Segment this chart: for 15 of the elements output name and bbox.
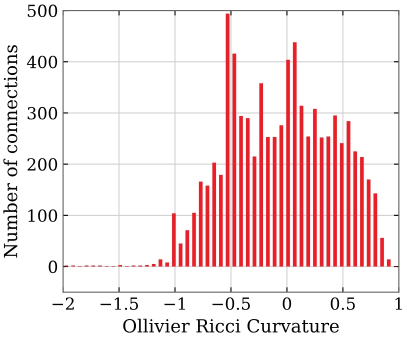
y-tick-label: 500: [28, 4, 58, 18]
y-axis-title: Number of connections: [3, 45, 18, 258]
x-tick-label: −1: [164, 297, 185, 310]
x-axis-title: Ollivier Ricci Curvature: [123, 318, 339, 333]
y-tick-label: 100: [28, 209, 58, 222]
y-tick-label: 400: [26, 56, 58, 68]
x-tick-label: 1: [396, 297, 402, 310]
y-tick-label: 0: [48, 260, 58, 274]
x-tick-label: 0.5: [330, 297, 355, 310]
x-tick-label: −2: [52, 297, 74, 310]
x-tick-label: 0: [282, 297, 292, 310]
y-tick-label: 300: [28, 106, 58, 120]
x-tick-label: −1.5: [100, 297, 138, 310]
y-tick-label: 200: [28, 158, 58, 171]
x-tick-label: −0.5: [212, 297, 250, 310]
